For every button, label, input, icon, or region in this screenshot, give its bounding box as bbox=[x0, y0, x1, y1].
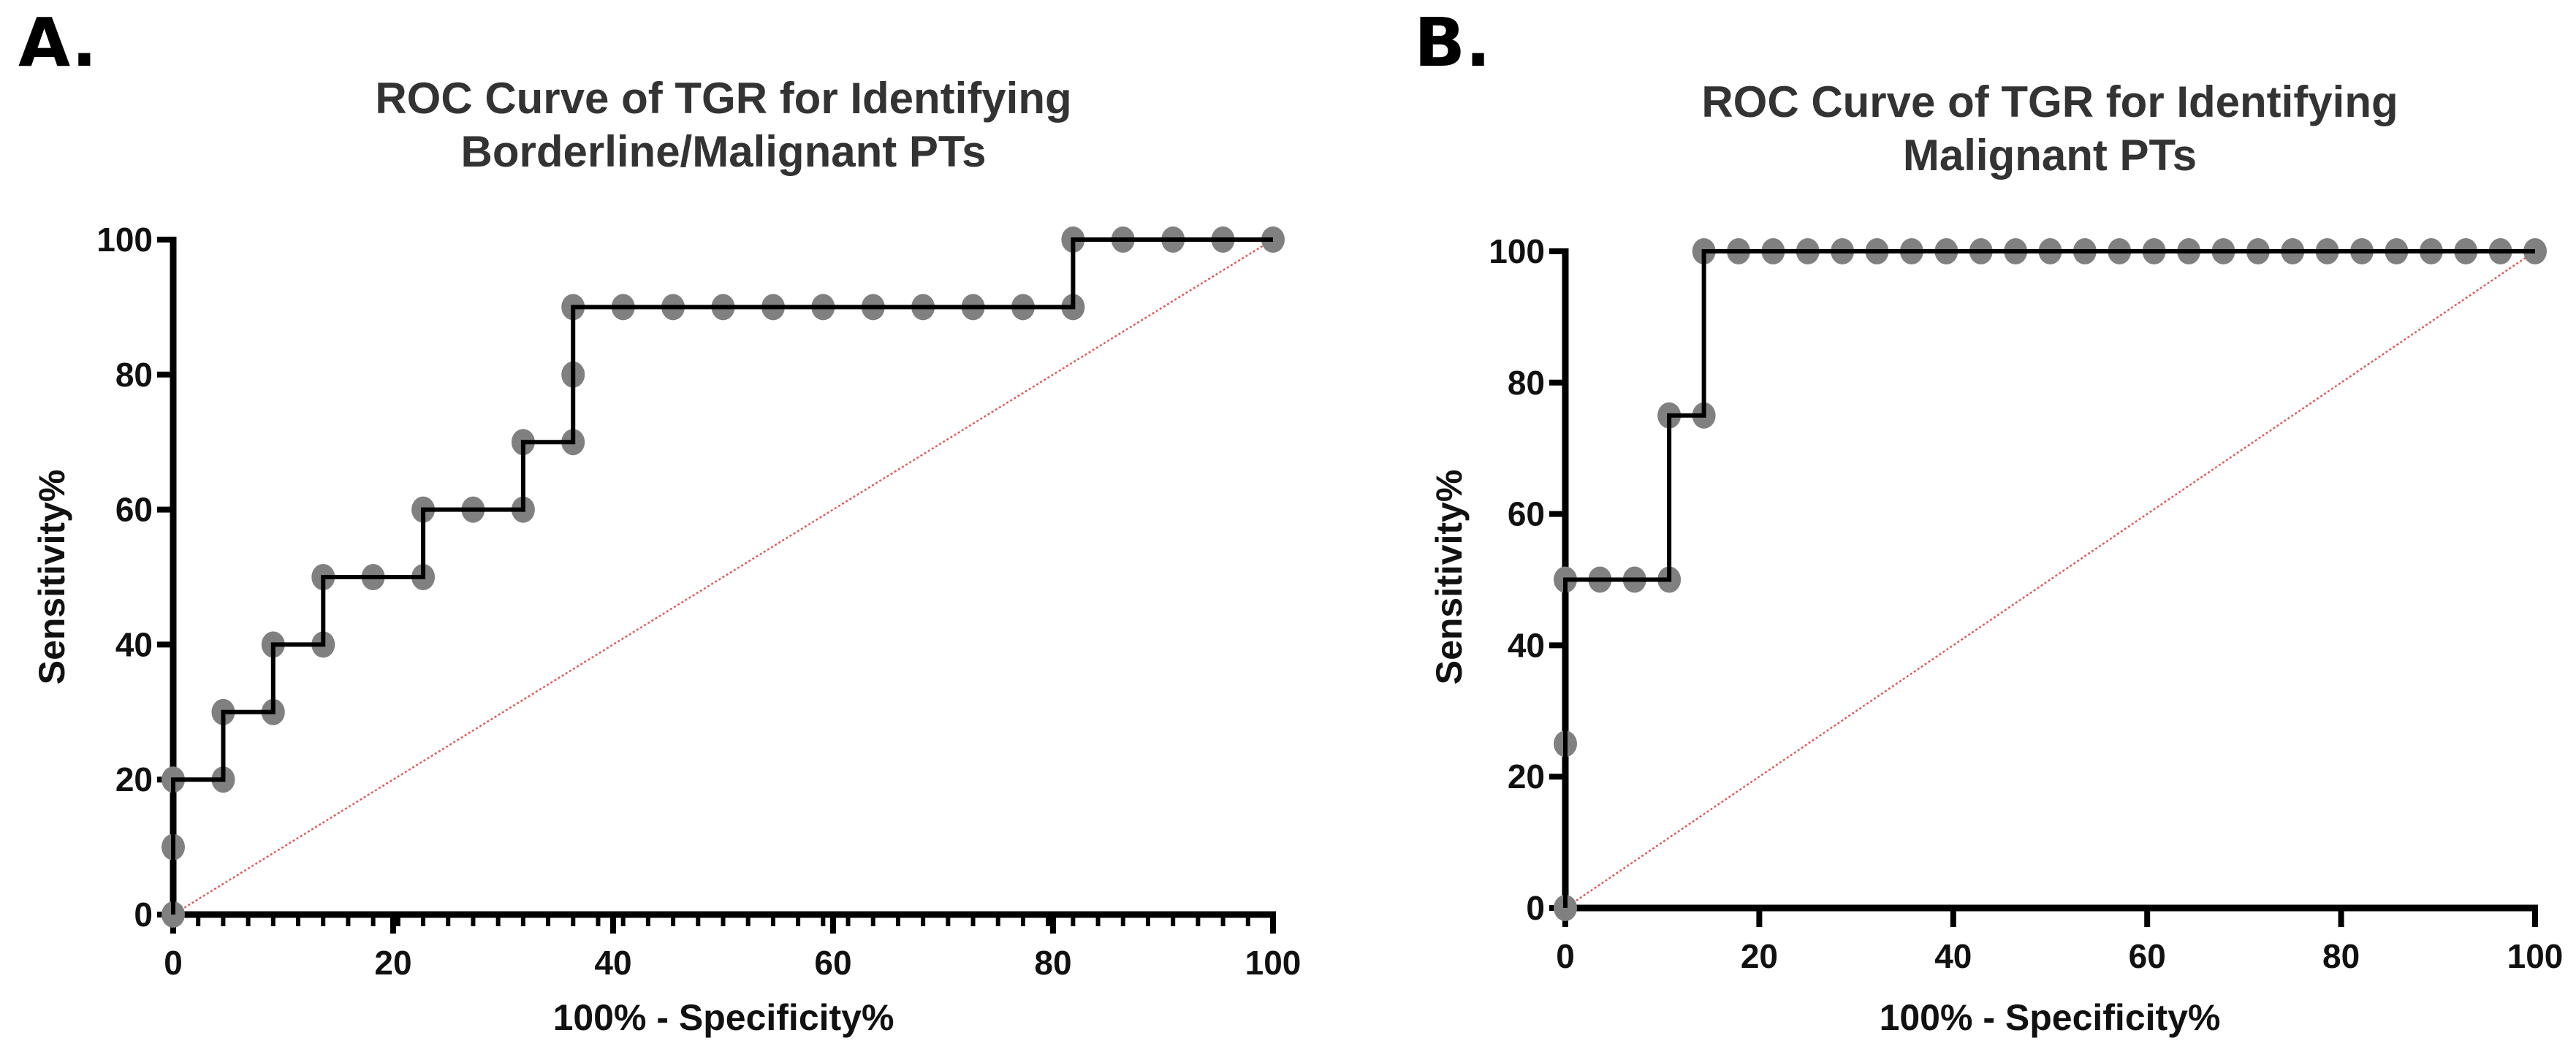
chart-title-line-1: ROC Curve of TGR for Identifying bbox=[375, 74, 1071, 123]
chart-title-line-2: Malignant PTs bbox=[1903, 131, 2197, 180]
y-axis-label: Sensitivity% bbox=[1429, 470, 1470, 685]
y-axis-label: Sensitivity% bbox=[31, 470, 72, 685]
y-tick-label: 20 bbox=[1508, 758, 1545, 795]
x-tick-label: 0 bbox=[1556, 937, 1575, 975]
x-tick-label: 0 bbox=[164, 944, 183, 982]
x-tick-label: 20 bbox=[374, 944, 411, 982]
x-tick-label: 20 bbox=[1741, 937, 1778, 975]
chart-title-line-1: ROC Curve of TGR for Identifying bbox=[1701, 77, 2398, 126]
roc-curve-line bbox=[1563, 249, 2535, 908]
x-tick-label: 80 bbox=[1034, 944, 1071, 982]
x-axis-label: 100% - Specificity% bbox=[1880, 997, 2221, 1038]
panel-a: A. ROC Curve of TGR for Identifying Bord… bbox=[18, 4, 1301, 1038]
y-tick-label: 100 bbox=[1489, 232, 1545, 270]
chart-title-line-2: Borderline/Malignant PTs bbox=[461, 127, 987, 176]
y-tick-label: 100 bbox=[96, 221, 153, 259]
y-tick-label: 0 bbox=[1526, 889, 1545, 927]
y-tick-label: 20 bbox=[115, 760, 153, 798]
x-tick-label: 100 bbox=[2507, 937, 2564, 975]
x-axis-label: 100% - Specificity% bbox=[553, 997, 894, 1038]
x-tick-label: 80 bbox=[2322, 937, 2360, 975]
reference-diagonal-line bbox=[172, 238, 1274, 916]
y-tick-label: 80 bbox=[115, 356, 153, 394]
panel-label: B. bbox=[1414, 4, 1491, 82]
y-tick-label: 40 bbox=[1508, 626, 1545, 664]
reference-diagonal-line bbox=[1565, 250, 2536, 909]
y-tick-label: 40 bbox=[115, 625, 153, 663]
x-tick-label: 40 bbox=[594, 944, 631, 982]
y-tick-label: 80 bbox=[1508, 364, 1545, 402]
panel-b: B. ROC Curve of TGR for Identifying Mali… bbox=[1414, 4, 2563, 1038]
x-tick-label: 60 bbox=[2129, 937, 2166, 975]
panel-label: A. bbox=[18, 4, 97, 82]
x-tick-label: 100 bbox=[1245, 944, 1302, 982]
x-tick-label: 40 bbox=[1934, 937, 1972, 975]
y-tick-label: 60 bbox=[115, 491, 153, 529]
y-tick-label: 60 bbox=[1508, 495, 1545, 533]
x-tick-label: 60 bbox=[814, 944, 851, 982]
y-tick-label: 0 bbox=[134, 896, 153, 934]
roc-curve-line bbox=[171, 237, 1273, 915]
